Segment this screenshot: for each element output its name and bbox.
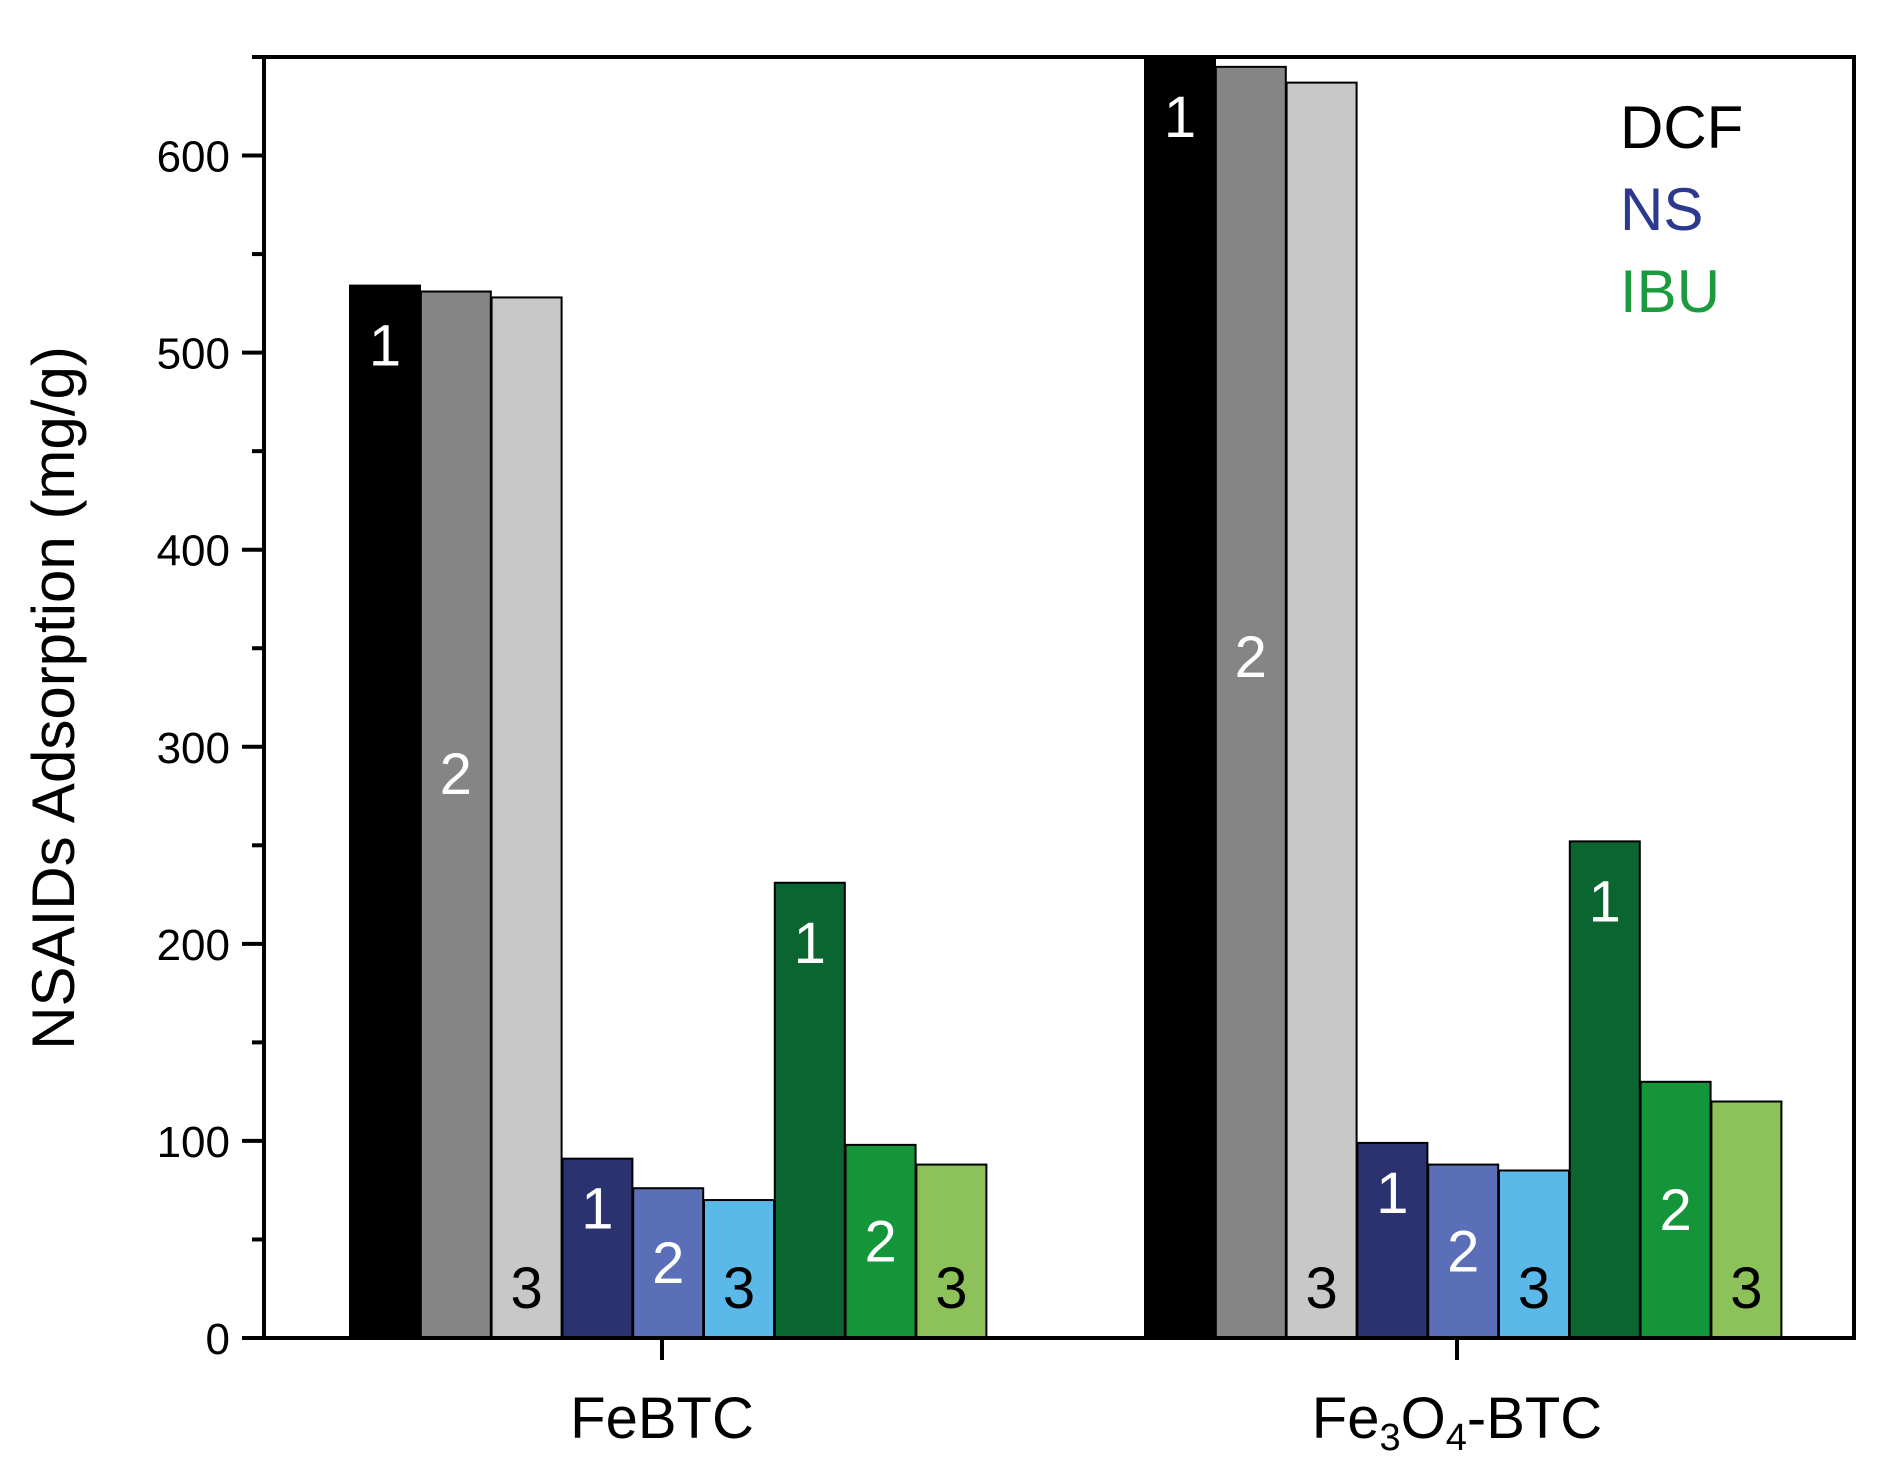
y-axis-label: NSAIDs Adsorption (mg/g)	[20, 346, 87, 1050]
x-axis: FeBTC Fe3O4-BTC	[570, 1338, 1602, 1459]
y-tick-label: 500	[157, 330, 230, 379]
bar-cycle-label: 3	[1730, 1256, 1762, 1321]
legend-entry-dcf: DCF	[1620, 94, 1743, 161]
bar-cycle-label: 3	[510, 1256, 542, 1321]
bar-cycle-label: 1	[581, 1177, 613, 1242]
bar-cycle-label: 1	[1376, 1161, 1408, 1226]
bar-cycle-label: 2	[652, 1231, 684, 1296]
bar-cycle-label: 2	[1235, 625, 1267, 690]
legend: DCF NS IBU	[1620, 94, 1743, 325]
bar-cycle-label: 1	[369, 314, 401, 379]
bar-cycle-label: 2	[1447, 1219, 1479, 1284]
bar-cycle-label: 2	[1659, 1178, 1691, 1243]
y-tick-label: 600	[157, 133, 230, 182]
bar-dcf-2-febtc	[419, 290, 492, 1340]
bar-cycle-label: 1	[1589, 869, 1621, 934]
bar-dcf-1-febtc	[349, 284, 421, 1339]
bar-cycle-label: 1	[794, 911, 826, 976]
plot-frame	[262, 55, 1856, 1340]
bar-cycle-label: 2	[440, 742, 472, 807]
x-category-label: FeBTC	[570, 1386, 754, 1451]
y-tick-label: 400	[157, 527, 230, 576]
bar-ibu-1-fe3o4-btc	[1568, 840, 1641, 1339]
bar-ns-2-febtc	[632, 1187, 705, 1340]
x-category-label: Fe3O4-BTC	[1312, 1386, 1602, 1459]
bar-cycle-label: 2	[864, 1209, 896, 1274]
bar-ns-3-febtc	[703, 1199, 775, 1339]
bar-cycle-label: 3	[1305, 1256, 1337, 1321]
legend-entry-ibu: IBU	[1620, 258, 1720, 325]
bar-cycle-label: 3	[723, 1256, 755, 1321]
bar-ibu-3-fe3o4-btc	[1710, 1100, 1783, 1339]
legend-entry-ns: NS	[1620, 176, 1703, 243]
y-tick-label: 0	[206, 1315, 230, 1364]
bar-ns-2-fe3o4-btc	[1427, 1163, 1500, 1339]
y-tick-label: 200	[157, 921, 230, 970]
bar-dcf-3-febtc	[490, 296, 563, 1339]
bars-layer	[349, 56, 1783, 1340]
bar-ibu-3-febtc	[915, 1163, 988, 1339]
bar-ibu-1-febtc	[773, 881, 846, 1339]
bar-cycle-label: 1	[1164, 85, 1196, 150]
y-tick-label: 300	[157, 724, 230, 773]
y-tick-label: 100	[157, 1118, 230, 1167]
y-axis: 0 100 200 300 400 500 600	[157, 55, 264, 1364]
bar-dcf-3-fe3o4-btc	[1285, 81, 1358, 1340]
bar-cycle-label: 3	[1518, 1256, 1550, 1321]
bar-dcf-1-fe3o4-btc	[1144, 56, 1216, 1339]
bar-ns-1-febtc	[561, 1157, 634, 1340]
bar-cycle-label: 3	[935, 1256, 967, 1321]
bar-dcf-2-fe3o4-btc	[1214, 65, 1287, 1339]
